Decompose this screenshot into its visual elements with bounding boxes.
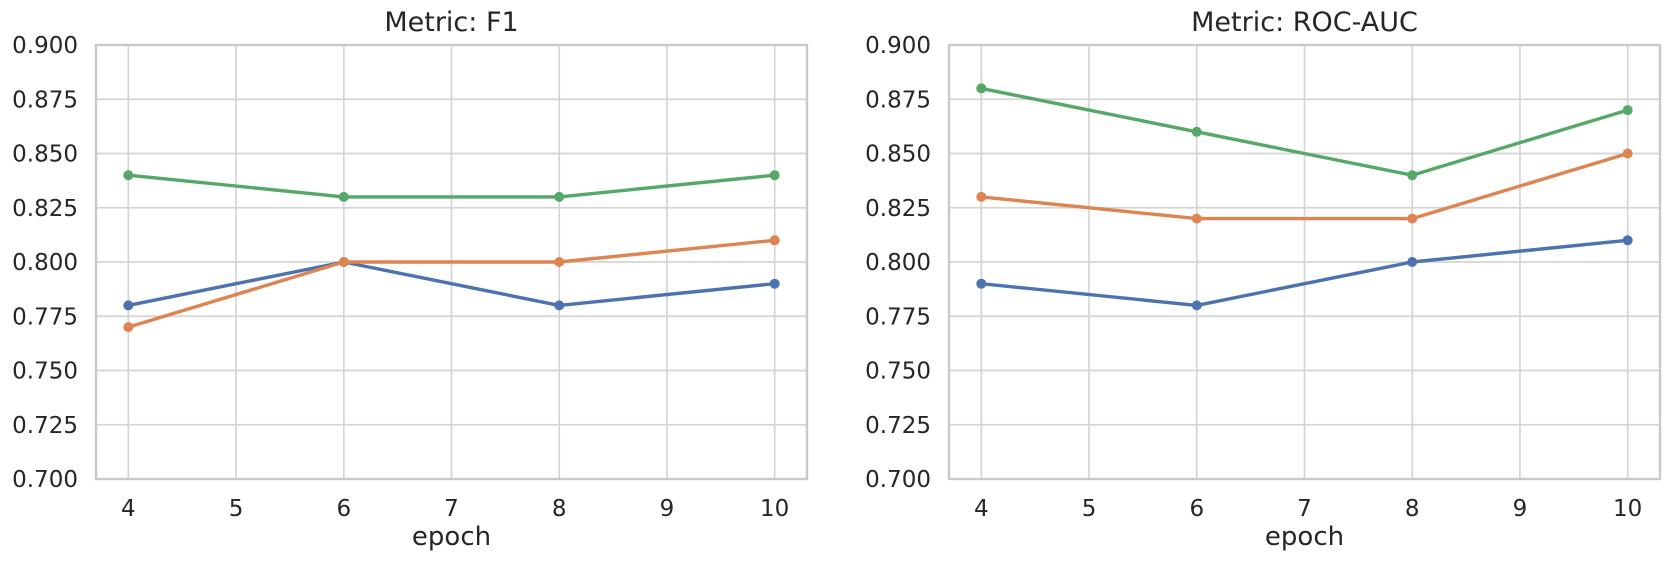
series-marker-orange — [123, 322, 134, 333]
y-tick-label: 0.875 — [865, 87, 931, 113]
y-tick-label: 0.875 — [12, 87, 78, 113]
x-tick-label: 6 — [1189, 496, 1204, 522]
x-tick-label: 7 — [1297, 496, 1312, 522]
series-marker-orange — [554, 257, 565, 267]
series-line-blue — [126, 260, 777, 308]
series-marker-green — [554, 191, 565, 202]
series-marker-blue — [123, 300, 134, 311]
chart-title: Metric: ROC-AUC — [1191, 7, 1418, 38]
series-marker-blue — [769, 278, 780, 289]
axes-spines — [94, 43, 809, 481]
series-marker-orange — [338, 257, 349, 267]
y-tick-label: 0.750 — [865, 359, 931, 385]
chart-f1: 0.700 0.725 0.750 0.775 0.800 0.825 0.850 0.875… — [0, 0, 836, 565]
y-tick-label: 0.900 — [12, 33, 78, 59]
y-tick-label: 0.725 — [865, 413, 931, 439]
series-marker-green — [123, 170, 134, 181]
y-tick-label: 0.825 — [865, 196, 931, 222]
y-tick-label: 0.750 — [12, 359, 78, 385]
x-tick-label: 10 — [1613, 496, 1642, 522]
x-axis-label: epoch — [1265, 522, 1344, 552]
y-tick-label: 0.775 — [12, 304, 78, 330]
series-marker-blue — [1191, 300, 1202, 311]
series-marker-orange — [1191, 213, 1202, 224]
y-tick-label: 0.850 — [865, 142, 931, 168]
y-tick-label: 0.725 — [12, 413, 78, 439]
chart-roc-auc: 0.700 0.725 0.750 0.775 0.800 0.825 0.850 0.875… — [836, 0, 1673, 565]
axes-spines — [947, 43, 1662, 481]
x-tick-label: 6 — [336, 496, 351, 522]
x-tick-label: 9 — [660, 496, 675, 522]
chart-roc-auc-canvas: 0.700 0.725 0.750 0.775 0.800 0.825 0.850 0.875… — [865, 7, 1662, 552]
series-line-orange — [979, 151, 1630, 221]
series-marker-green — [976, 83, 987, 94]
y-tick-label: 0.825 — [12, 196, 78, 222]
series-marker-green — [1622, 105, 1633, 116]
series-line-green — [979, 86, 1630, 177]
y-tick-label: 0.700 — [12, 467, 78, 493]
series-marker-blue — [1622, 235, 1633, 246]
series-marker-orange — [976, 191, 987, 202]
x-tick-label: 7 — [444, 496, 459, 522]
x-axis-label: epoch — [412, 522, 491, 552]
chart-f1-canvas: 0.700 0.725 0.750 0.775 0.800 0.825 0.850 0.875… — [12, 7, 809, 552]
y-tick-label: 0.800 — [865, 250, 931, 276]
series-marker-green — [1191, 126, 1202, 137]
y-tick-label: 0.850 — [12, 142, 78, 168]
x-tick-label: 8 — [1405, 496, 1420, 522]
y-tick-label: 0.775 — [865, 304, 931, 330]
series-marker-orange — [1622, 148, 1633, 159]
chart-title: Metric: F1 — [384, 7, 518, 38]
x-tick-label: 9 — [1513, 496, 1528, 522]
series-marker-orange — [1407, 213, 1418, 224]
series-marker-blue — [976, 278, 987, 289]
y-tick-label: 0.800 — [12, 250, 78, 276]
y-tick-label: 0.700 — [865, 467, 931, 493]
x-tick-label: 5 — [1082, 496, 1097, 522]
x-tick-label: 10 — [760, 496, 789, 522]
series-line-green — [126, 173, 777, 199]
series-marker-orange — [769, 235, 780, 246]
series-marker-blue — [1407, 257, 1418, 267]
series-marker-green — [1407, 170, 1418, 181]
series-marker-green — [338, 191, 349, 202]
x-tick-label: 4 — [121, 496, 136, 522]
series-line-blue — [979, 238, 1630, 308]
series-marker-blue — [554, 300, 565, 311]
series-line-orange — [126, 238, 777, 329]
series-marker-green — [769, 170, 780, 181]
x-tick-label: 8 — [552, 496, 567, 522]
x-tick-label: 5 — [229, 496, 244, 522]
x-tick-label: 4 — [974, 496, 989, 522]
y-tick-label: 0.900 — [865, 33, 931, 59]
